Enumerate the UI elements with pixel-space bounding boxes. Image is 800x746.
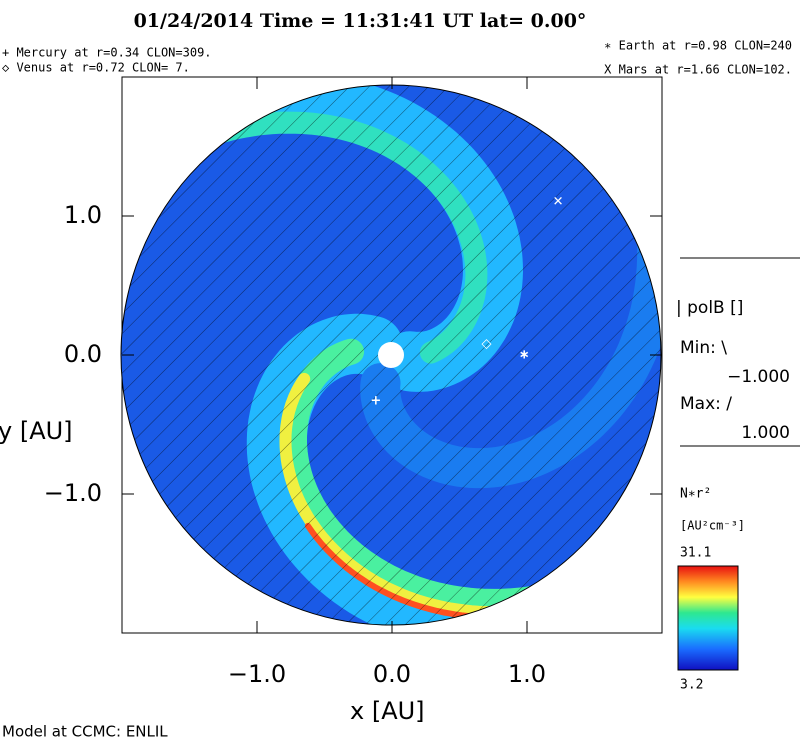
title: 01/24/2014 Time = 11:31:41 UT lat= 0.00° xyxy=(134,10,587,32)
colorbar-max: 31.1 xyxy=(680,546,711,561)
min-label: Min: \ xyxy=(680,338,727,358)
y-tick-label: 1.0 xyxy=(64,201,102,229)
planet-marker: ✕ xyxy=(553,195,564,210)
min-value: −1.000 xyxy=(727,367,790,387)
x-axis-label: x [AU] xyxy=(350,697,425,725)
planet-marker: ◇ xyxy=(482,336,492,351)
polarity-label: | polB [] xyxy=(676,298,743,318)
planet-marker: + xyxy=(370,393,381,408)
y-axis-label: y [AU] xyxy=(0,417,73,445)
max-value: 1.000 xyxy=(741,423,790,443)
sun xyxy=(378,342,404,368)
colorbar-min: 3.2 xyxy=(680,678,703,693)
legend-entry: X Mars at r=1.66 CLON=102. xyxy=(604,63,792,77)
x-tick-label: −1.0 xyxy=(228,660,286,688)
colorbar xyxy=(677,565,739,671)
footer: Model at CCMC: ENLIL xyxy=(2,723,168,741)
colorbar-units: [AU²cm⁻³] xyxy=(680,519,745,533)
max-label: Max: / xyxy=(680,394,732,414)
colorbar-label: N∗r² xyxy=(680,487,711,502)
legend-entry: ∗ Earth at r=0.98 CLON=240 xyxy=(604,39,792,53)
density-field xyxy=(121,85,661,625)
legend-entry: + Mercury at r=0.34 CLON=309. xyxy=(2,46,212,60)
x-tick-label: 1.0 xyxy=(508,660,546,688)
x-tick-label: 0.0 xyxy=(373,660,411,688)
legend-entry: ◇ Venus at r=0.72 CLON= 7. xyxy=(2,61,190,75)
y-tick-label: 0.0 xyxy=(64,340,102,368)
y-tick-label: −1.0 xyxy=(44,479,102,507)
planet-marker: ∗ xyxy=(519,348,530,363)
